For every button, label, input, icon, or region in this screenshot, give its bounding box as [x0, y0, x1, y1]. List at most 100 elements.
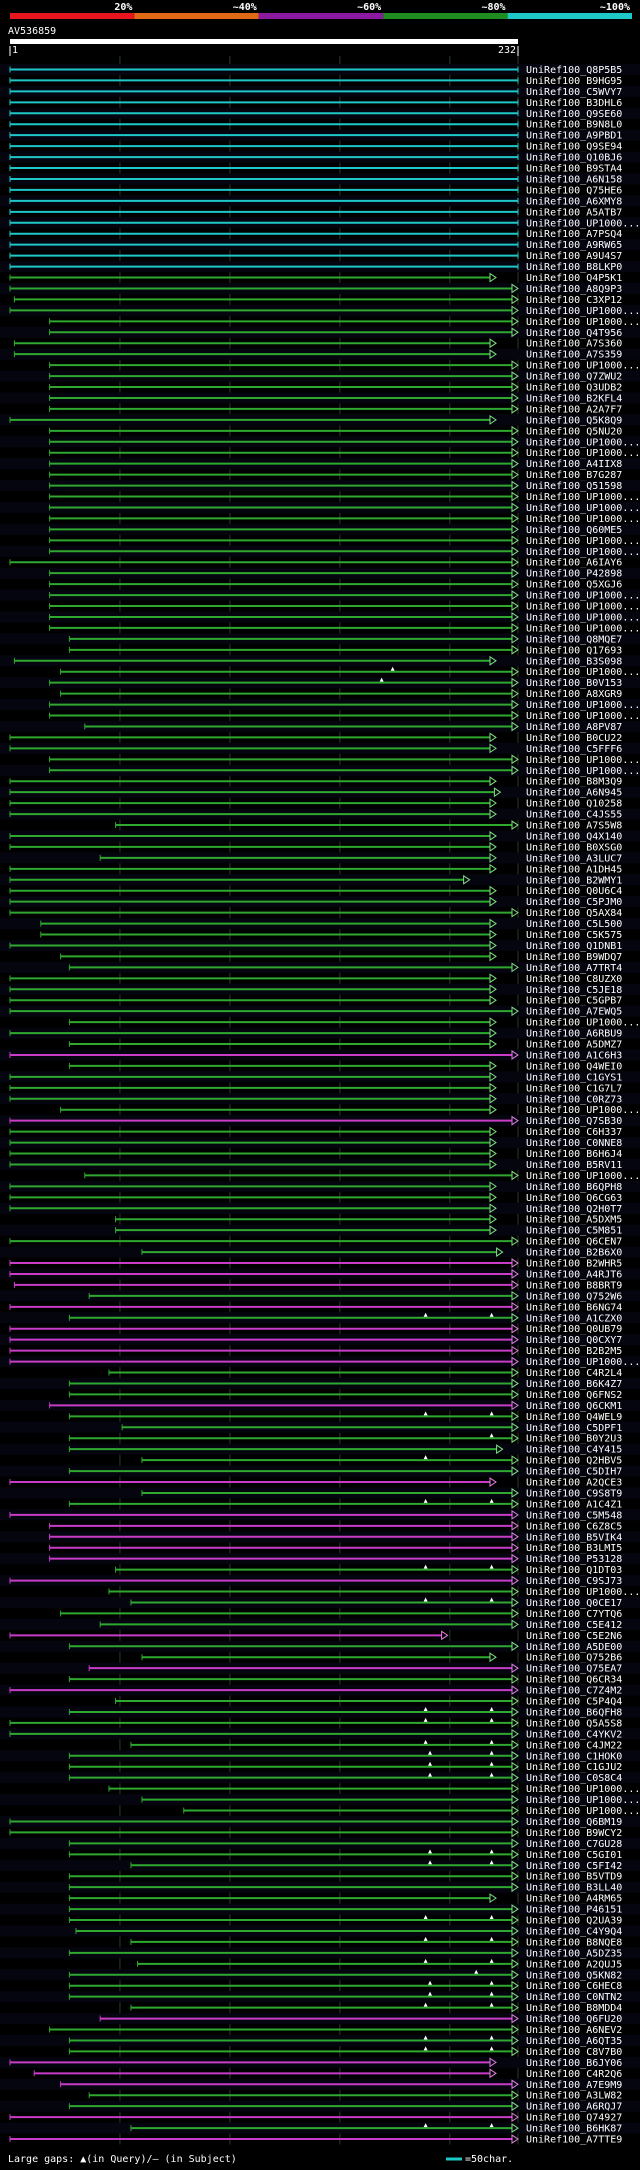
hit-label[interactable]: UniRef100_A1C6H3	[526, 1050, 622, 1061]
hit-row[interactable]: UniRef100_C4YKV2	[0, 1728, 640, 1740]
hit-label[interactable]: UniRef100_A4IIX8	[526, 459, 622, 470]
hit-row[interactable]: UniRef100_Q0U6C4	[9, 885, 622, 897]
hit-label[interactable]: UniRef100_UP1000...	[526, 503, 640, 514]
hit-row[interactable]: UniRef100_C7YTQ6	[60, 1608, 623, 1620]
hit-row[interactable]: UniRef100_A1C4Z1	[68, 1498, 622, 1511]
hit-row[interactable]: UniRef100_B0XSG0	[9, 841, 622, 853]
hit-row[interactable]: UniRef100_A6NEV2	[49, 2024, 623, 2036]
hit-row[interactable]: UniRef100_Q4WEI0	[68, 1060, 622, 1072]
hit-label[interactable]: UniRef100_B9WDQ7	[526, 952, 622, 963]
hit-label[interactable]: UniRef100_C1G7L7	[526, 1083, 622, 1094]
hit-label[interactable]: UniRef100_A7TTE9	[526, 2135, 622, 2146]
hit-row[interactable]: UniRef100_C5WVY7	[0, 85, 640, 98]
hit-label[interactable]: UniRef100_C7YTQ6	[526, 1609, 622, 1620]
hit-label[interactable]: UniRef100_Q75HE6	[526, 185, 622, 196]
hit-label[interactable]: UniRef100_A9RW65	[526, 240, 622, 251]
hit-row[interactable]: UniRef100_UP1000...	[49, 360, 640, 372]
hit-label[interactable]: UniRef100_Q6CEN7	[526, 1237, 622, 1248]
hit-label[interactable]: UniRef100_C3XP12	[526, 295, 622, 306]
hit-label[interactable]: UniRef100_Q5NU20	[526, 426, 622, 437]
hit-row[interactable]: UniRef100_Q75EA7	[0, 1662, 640, 1675]
hit-row[interactable]: UniRef100_C4Y9Q4	[0, 1925, 640, 1938]
hit-label[interactable]: UniRef100_Q9SE94	[526, 142, 622, 153]
hit-row[interactable]: UniRef100_UP1000...	[0, 436, 640, 448]
hit-label[interactable]: UniRef100_C5E412	[526, 1620, 622, 1631]
hit-row[interactable]: UniRef100_Q4P5K1	[9, 272, 622, 284]
hit-row[interactable]: UniRef100_Q6CEN7	[9, 1236, 622, 1248]
hit-row[interactable]: UniRef100_C4JM22	[130, 1739, 622, 1752]
hit-row[interactable]: UniRef100_A7E9M9	[0, 2078, 640, 2091]
hit-label[interactable]: UniRef100_C6HEC8	[526, 1981, 622, 1992]
hit-label[interactable]: UniRef100_Q4T956	[526, 328, 622, 339]
hit-row[interactable]: UniRef100_Q75HE6	[9, 185, 622, 196]
hit-label[interactable]: UniRef100_A4RM65	[526, 1894, 622, 1905]
hit-label[interactable]: UniRef100_A9PBD1	[526, 131, 622, 142]
hit-label[interactable]: UniRef100_C5PJM0	[526, 897, 622, 908]
hit-row[interactable]: UniRef100_UP1000...	[60, 666, 640, 679]
hit-label[interactable]: UniRef100_UP1000...	[526, 591, 640, 602]
hit-row[interactable]: UniRef100_C7GU28	[0, 1837, 640, 1850]
hit-row[interactable]: UniRef100_A7PSQ4	[9, 229, 622, 240]
hit-row[interactable]: UniRef100_C5E2N6	[9, 1630, 622, 1642]
hit-label[interactable]: UniRef100_A5DMZ7	[526, 1040, 622, 1051]
hit-label[interactable]: UniRef100_C0RZ73	[526, 1094, 622, 1105]
hit-row[interactable]: UniRef100_A8PV87	[0, 721, 640, 733]
hit-row[interactable]: UniRef100_Q5AX84	[9, 907, 622, 919]
hit-row[interactable]: UniRef100_B0Y2U3	[68, 1433, 622, 1445]
hit-label[interactable]: UniRef100_UP1000...	[526, 317, 640, 328]
hit-row[interactable]: UniRef100_C0NTN2	[0, 1991, 640, 2003]
hit-label[interactable]: UniRef100_B6QFH8	[526, 1707, 622, 1718]
hit-row[interactable]: UniRef100_A6RQJ7	[0, 2100, 640, 2113]
hit-label[interactable]: UniRef100_C5DIH7	[526, 1467, 622, 1478]
hit-label[interactable]: UniRef100_UP1000...	[526, 448, 640, 459]
hit-label[interactable]: UniRef100_B8BRT9	[526, 1280, 622, 1291]
hit-label[interactable]: UniRef100_Q51598	[526, 481, 622, 492]
hit-row[interactable]: UniRef100_C5JE18	[0, 983, 640, 996]
hit-label[interactable]: UniRef100_Q6FU20	[526, 2014, 622, 2025]
hit-row[interactable]: UniRef100_UP1000...	[49, 710, 640, 722]
hit-label[interactable]: UniRef100_Q8MQE7	[526, 634, 622, 645]
hit-label[interactable]: UniRef100_A7TRT4	[526, 963, 622, 974]
hit-row[interactable]: UniRef100_C0NNE8	[0, 1137, 640, 1149]
hit-row[interactable]: UniRef100_A6RBU9	[0, 1027, 640, 1040]
hit-label[interactable]: UniRef100_A2A7F7	[526, 404, 622, 415]
hit-label[interactable]: UniRef100_B9HG95	[526, 76, 622, 87]
hit-row[interactable]: UniRef100_UP1000...	[49, 513, 640, 525]
hit-label[interactable]: UniRef100_UP1000...	[526, 306, 640, 317]
hit-row[interactable]: UniRef100_Q2H0T7	[0, 1202, 640, 1215]
hit-label[interactable]: UniRef100_B7G287	[526, 470, 622, 481]
hit-label[interactable]: UniRef100_B6JY06	[526, 2058, 622, 2069]
hit-row[interactable]: UniRef100_Q8P5B5	[0, 64, 640, 76]
hit-row[interactable]: UniRef100_B9WDQ7	[60, 951, 623, 963]
hit-row[interactable]: UniRef100_Q4X140	[0, 830, 640, 843]
hit-label[interactable]: UniRef100_C6H337	[526, 1127, 622, 1138]
hit-label[interactable]: UniRef100_UP1000...	[526, 361, 640, 372]
hit-row[interactable]: UniRef100_B6QFH8	[0, 1706, 640, 1719]
hit-label[interactable]: UniRef100_A1DH45	[526, 864, 622, 875]
hit-row[interactable]: UniRef100_C9SJ73	[0, 1575, 640, 1587]
hit-label[interactable]: UniRef100_C8UZX0	[526, 974, 622, 985]
hit-row[interactable]: UniRef100_Q752W6	[0, 1290, 640, 1302]
hit-label[interactable]: UniRef100_UP1000...	[526, 623, 640, 634]
hit-row[interactable]: UniRef100_A9RW65	[0, 239, 640, 251]
hit-row[interactable]: UniRef100_B8M3Q9	[9, 776, 622, 788]
hit-label[interactable]: UniRef100_A2QUJ5	[526, 1959, 622, 1970]
hit-label[interactable]: UniRef100_B9WCY2	[526, 1828, 622, 1839]
hit-label[interactable]: UniRef100_Q1DNB1	[526, 941, 622, 952]
hit-label[interactable]: UniRef100_B2KFL4	[526, 393, 622, 404]
hit-label[interactable]: UniRef100_A6N158	[526, 174, 622, 185]
hit-row[interactable]: UniRef100_UP1000...	[49, 535, 640, 547]
hit-row[interactable]: UniRef100_Q5K8Q9	[0, 414, 640, 426]
hit-row[interactable]: UniRef100_C4JS55	[0, 808, 640, 821]
hit-row[interactable]: UniRef100_Q9SE94	[9, 142, 622, 153]
hit-row[interactable]: UniRef100_A7TTE9	[9, 2134, 622, 2146]
hit-row[interactable]: UniRef100_B9STA4	[9, 164, 622, 175]
hit-label[interactable]: UniRef100_B5VIK4	[526, 1532, 622, 1543]
hit-label[interactable]: UniRef100_A8XGR9	[526, 689, 622, 700]
hit-row[interactable]: UniRef100_UP1000...	[108, 1586, 640, 1598]
hit-row[interactable]: UniRef100_UP1000...	[0, 1356, 640, 1368]
hit-label[interactable]: UniRef100_C7GU28	[526, 1839, 622, 1850]
hit-label[interactable]: UniRef100_B3DHL6	[526, 98, 622, 109]
hit-label[interactable]: UniRef100_C6Z8C5	[526, 1521, 622, 1532]
hit-label[interactable]: UniRef100_A6RBU9	[526, 1029, 622, 1040]
